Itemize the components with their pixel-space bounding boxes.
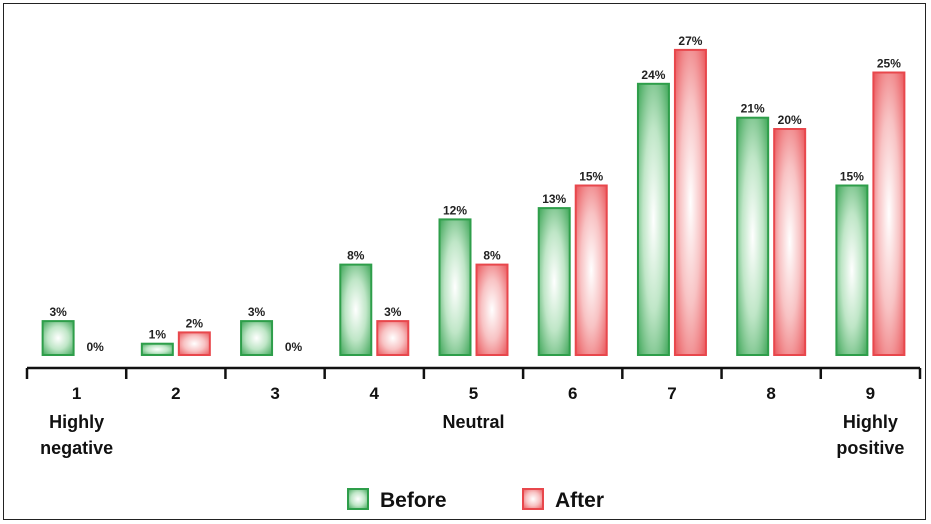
data-label-before-1: 3%: [49, 305, 67, 319]
category-annotations: Highly negative Neutral Highly positive: [40, 412, 904, 458]
x-tick-label-8: 8: [766, 384, 775, 403]
category-annotation-5: Neutral: [442, 412, 504, 432]
data-label-after-7: 27%: [678, 34, 702, 48]
data-label-before-7: 24%: [641, 68, 665, 82]
bar-after-2: [177, 331, 211, 356]
category-annotation-9: positive: [836, 438, 904, 458]
data-label-after-1: 0%: [86, 340, 104, 354]
legend-swatch-before: [347, 488, 369, 510]
legend-label-after: After: [555, 489, 604, 512]
bar-before-6: [537, 207, 571, 356]
bar-after-8: [773, 128, 807, 356]
bars-layer: 3% 0% 1% 2% 3% 0% 8% 3% 12% 8% 13% 15% 24% 27% 21% 20% 1…: [41, 34, 906, 357]
data-label-after-4: 3%: [384, 305, 402, 319]
bar-after-7: [673, 48, 707, 357]
x-axis: 1 2 3 4 5 6 7 8 9: [25, 366, 922, 403]
bar-before-7: [636, 82, 670, 357]
category-annotation-1: negative: [40, 438, 113, 458]
data-label-after-6: 15%: [579, 170, 603, 184]
chart-frame: 3% 0% 1% 2% 3% 0% 8% 3% 12% 8% 13% 15% 24% 27% 21% 20% 1…: [3, 3, 926, 520]
data-label-before-6: 13%: [542, 192, 566, 206]
x-tick-label-2: 2: [171, 384, 180, 403]
data-label-before-3: 3%: [248, 305, 266, 319]
bar-before-2: [140, 342, 174, 357]
legend-swatch-after: [522, 488, 544, 510]
bar-before-9: [835, 184, 869, 356]
x-tick-label-9: 9: [866, 384, 875, 403]
data-label-before-9: 15%: [840, 170, 864, 184]
data-label-before-4: 8%: [347, 249, 365, 263]
data-label-before-2: 1%: [149, 328, 167, 342]
data-label-after-3: 0%: [285, 340, 303, 354]
bar-before-1: [41, 320, 75, 357]
bar-after-9: [872, 71, 906, 356]
legend: Before After: [347, 488, 604, 512]
category-annotation-9: Highly: [843, 412, 898, 432]
data-label-after-2: 2%: [186, 316, 204, 330]
x-tick-label-6: 6: [568, 384, 577, 403]
data-label-after-9: 25%: [877, 57, 901, 71]
category-annotation-1: Highly: [49, 412, 104, 432]
data-label-before-5: 12%: [443, 203, 467, 217]
x-tick-label-1: 1: [72, 384, 81, 403]
x-tick-label-3: 3: [270, 384, 279, 403]
bar-after-4: [376, 320, 410, 357]
x-tick-label-5: 5: [469, 384, 478, 403]
data-label-after-8: 20%: [778, 113, 802, 127]
data-label-before-8: 21%: [741, 102, 765, 116]
legend-label-before: Before: [380, 489, 447, 512]
bar-after-5: [475, 263, 509, 357]
bar-before-5: [438, 218, 472, 356]
x-tick-label-4: 4: [370, 384, 380, 403]
bar-before-4: [339, 263, 373, 357]
data-label-after-5: 8%: [483, 249, 501, 263]
bar-before-8: [736, 116, 770, 356]
bar-after-6: [574, 184, 608, 356]
bar-before-3: [240, 320, 274, 357]
bar-chart: 3% 0% 1% 2% 3% 0% 8% 3% 12% 8% 13% 15% 24% 27% 21% 20% 1…: [25, 34, 922, 512]
x-tick-label-7: 7: [667, 384, 676, 403]
